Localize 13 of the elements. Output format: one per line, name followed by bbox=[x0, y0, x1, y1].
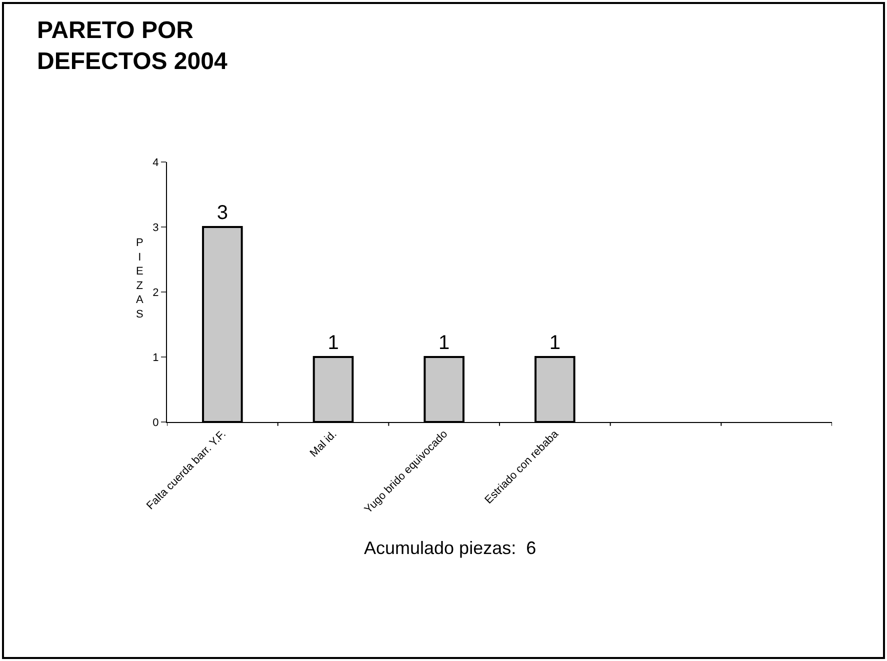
text: Acumulado piezas: 6 bbox=[364, 538, 536, 558]
data-label: 1 bbox=[438, 332, 450, 354]
y-tick-label: 4 bbox=[152, 156, 159, 169]
data-label: 1 bbox=[328, 332, 339, 354]
data-label: 1 bbox=[549, 332, 560, 354]
chart-title: PARETO POR DEFECTOS 2004 bbox=[37, 17, 228, 76]
y-tick-label: 2 bbox=[152, 286, 159, 299]
y-axis-title: PIEZAS bbox=[136, 237, 144, 320]
data-label: 3 bbox=[216, 202, 228, 224]
y-tick-label: 0 bbox=[152, 416, 159, 429]
x-tick-label: Mal id. bbox=[308, 428, 340, 460]
y-tick-label: 3 bbox=[152, 222, 159, 234]
y-tick-label: 1 bbox=[152, 352, 159, 364]
